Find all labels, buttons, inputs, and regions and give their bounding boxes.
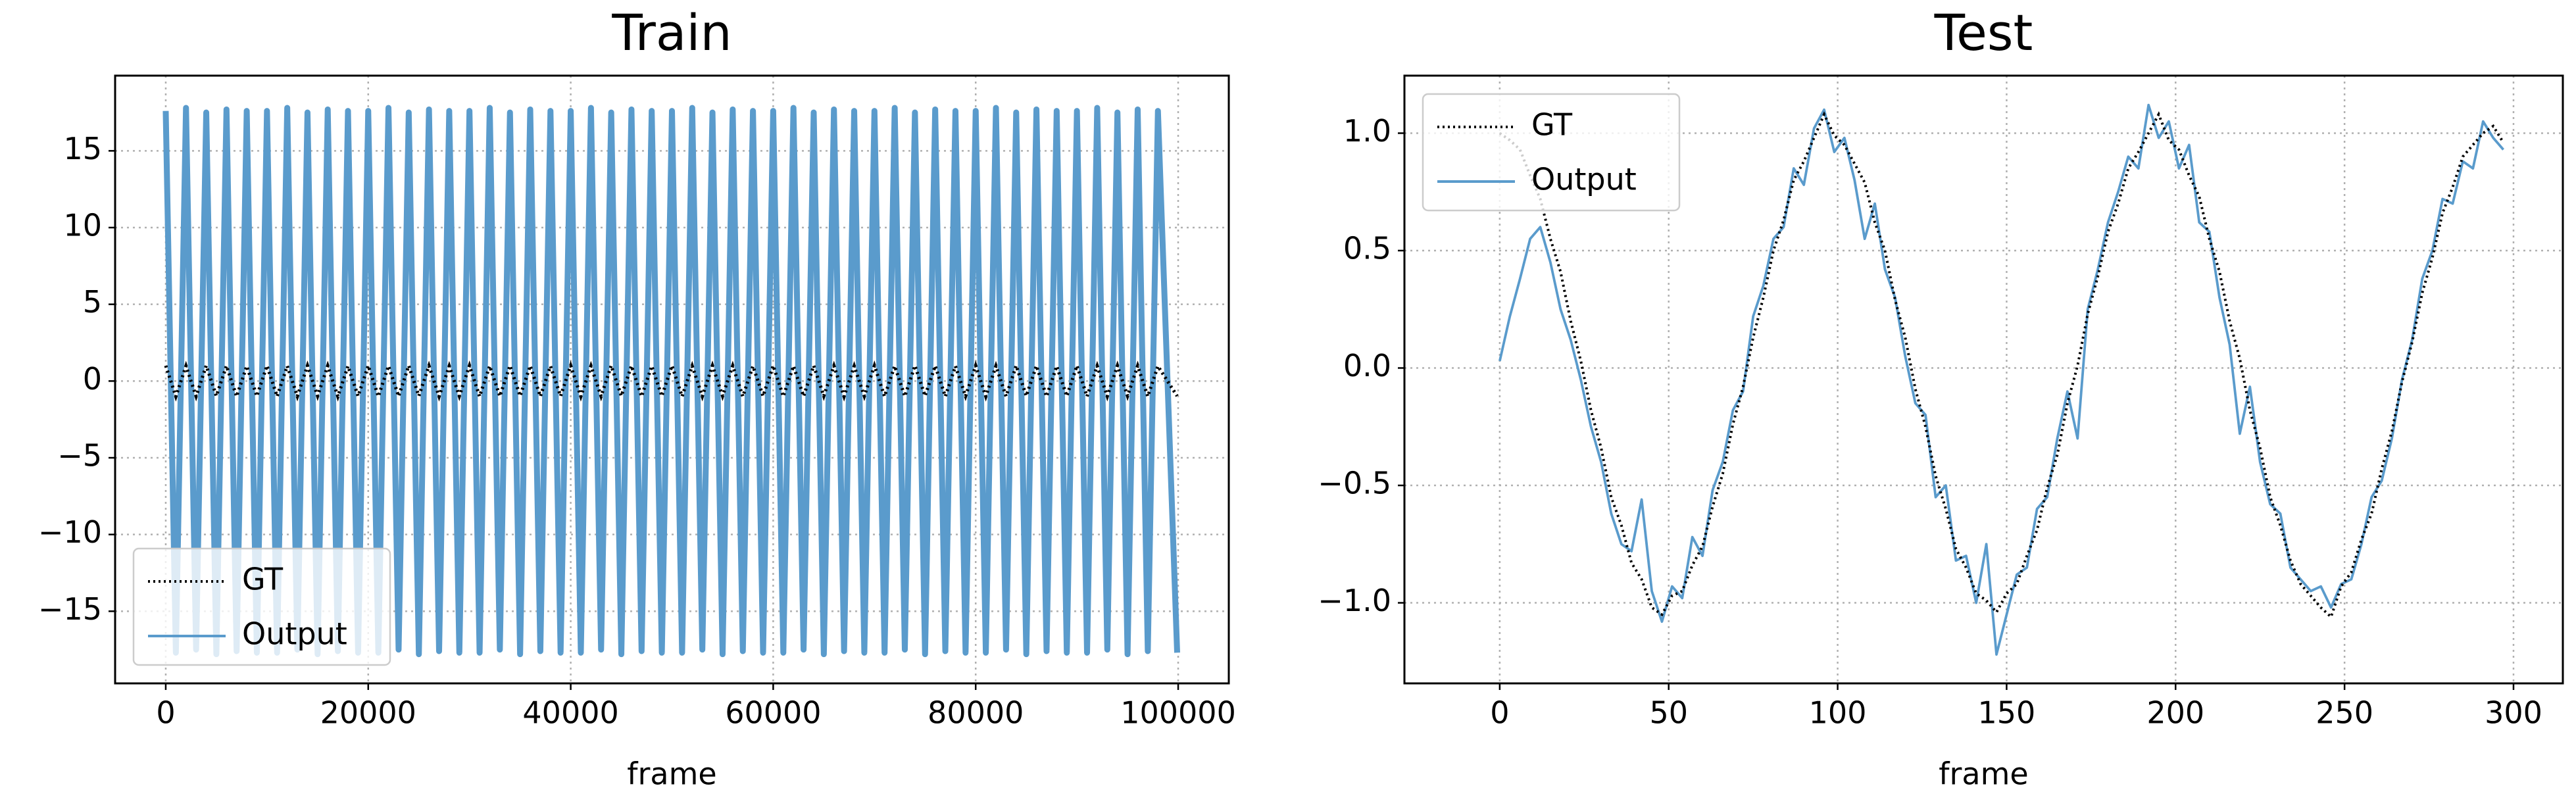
legend: GT Output [132,547,391,666]
y-tick-label: 1.0 [1343,113,1391,149]
axes: Train frame 0 20000 40000 60000 80000 100000 −15… [38,3,1236,792]
x-tick-label: 0 [1490,695,1509,731]
y-tick-label: −10 [38,514,102,550]
x-tick-label: 50 [1649,695,1688,731]
x-axis-label: frame [1939,756,2028,792]
chart-title: Test [1934,3,2033,62]
x-tick-label: 0 [156,695,175,731]
chart-title: Train [611,3,731,62]
y-tick-label: 5 [83,284,102,320]
x-axis-label: frame [627,756,716,792]
x-tick-label: 250 [2316,695,2373,731]
x-tick-label: 300 [2485,695,2542,731]
series-line [1499,111,2505,620]
y-tick-label: 0.0 [1343,348,1391,383]
y-tick-label: 0 [83,361,102,397]
x-tick-label: 200 [2146,695,2204,731]
x-tick-label: 80000 [928,695,1024,731]
y-tick-label: −15 [38,591,102,627]
legend: GT Output [1422,93,1681,212]
y-tick-label: 0.5 [1343,230,1391,266]
x-tick-label: 100000 [1120,695,1236,731]
y-tick-label: −5 [57,438,102,474]
x-tick-label: 150 [1978,695,2036,731]
y-tick-label: 15 [63,131,102,166]
plot-frame [114,74,1230,685]
y-tick-label: −0.5 [1318,466,1391,501]
series-line [1499,103,2505,656]
axes: Test frame 0 50 100 150 200 250 300 −1.0 −0.5 0.0 0.… [1318,3,2564,792]
y-tick-label: −1.0 [1318,583,1391,618]
plot-frame [1403,74,2564,685]
legend-label: Output [242,616,347,652]
x-tick-label: 100 [1809,695,1867,731]
x-tick-label: 60000 [725,695,821,731]
legend-label: Output [1531,162,1637,197]
x-tick-label: 40000 [522,695,618,731]
legend-label: GT [242,562,284,597]
series-line [164,360,1179,402]
legend-label: GT [1531,107,1573,143]
x-tick-label: 20000 [320,695,416,731]
y-tick-label: 10 [63,208,102,243]
